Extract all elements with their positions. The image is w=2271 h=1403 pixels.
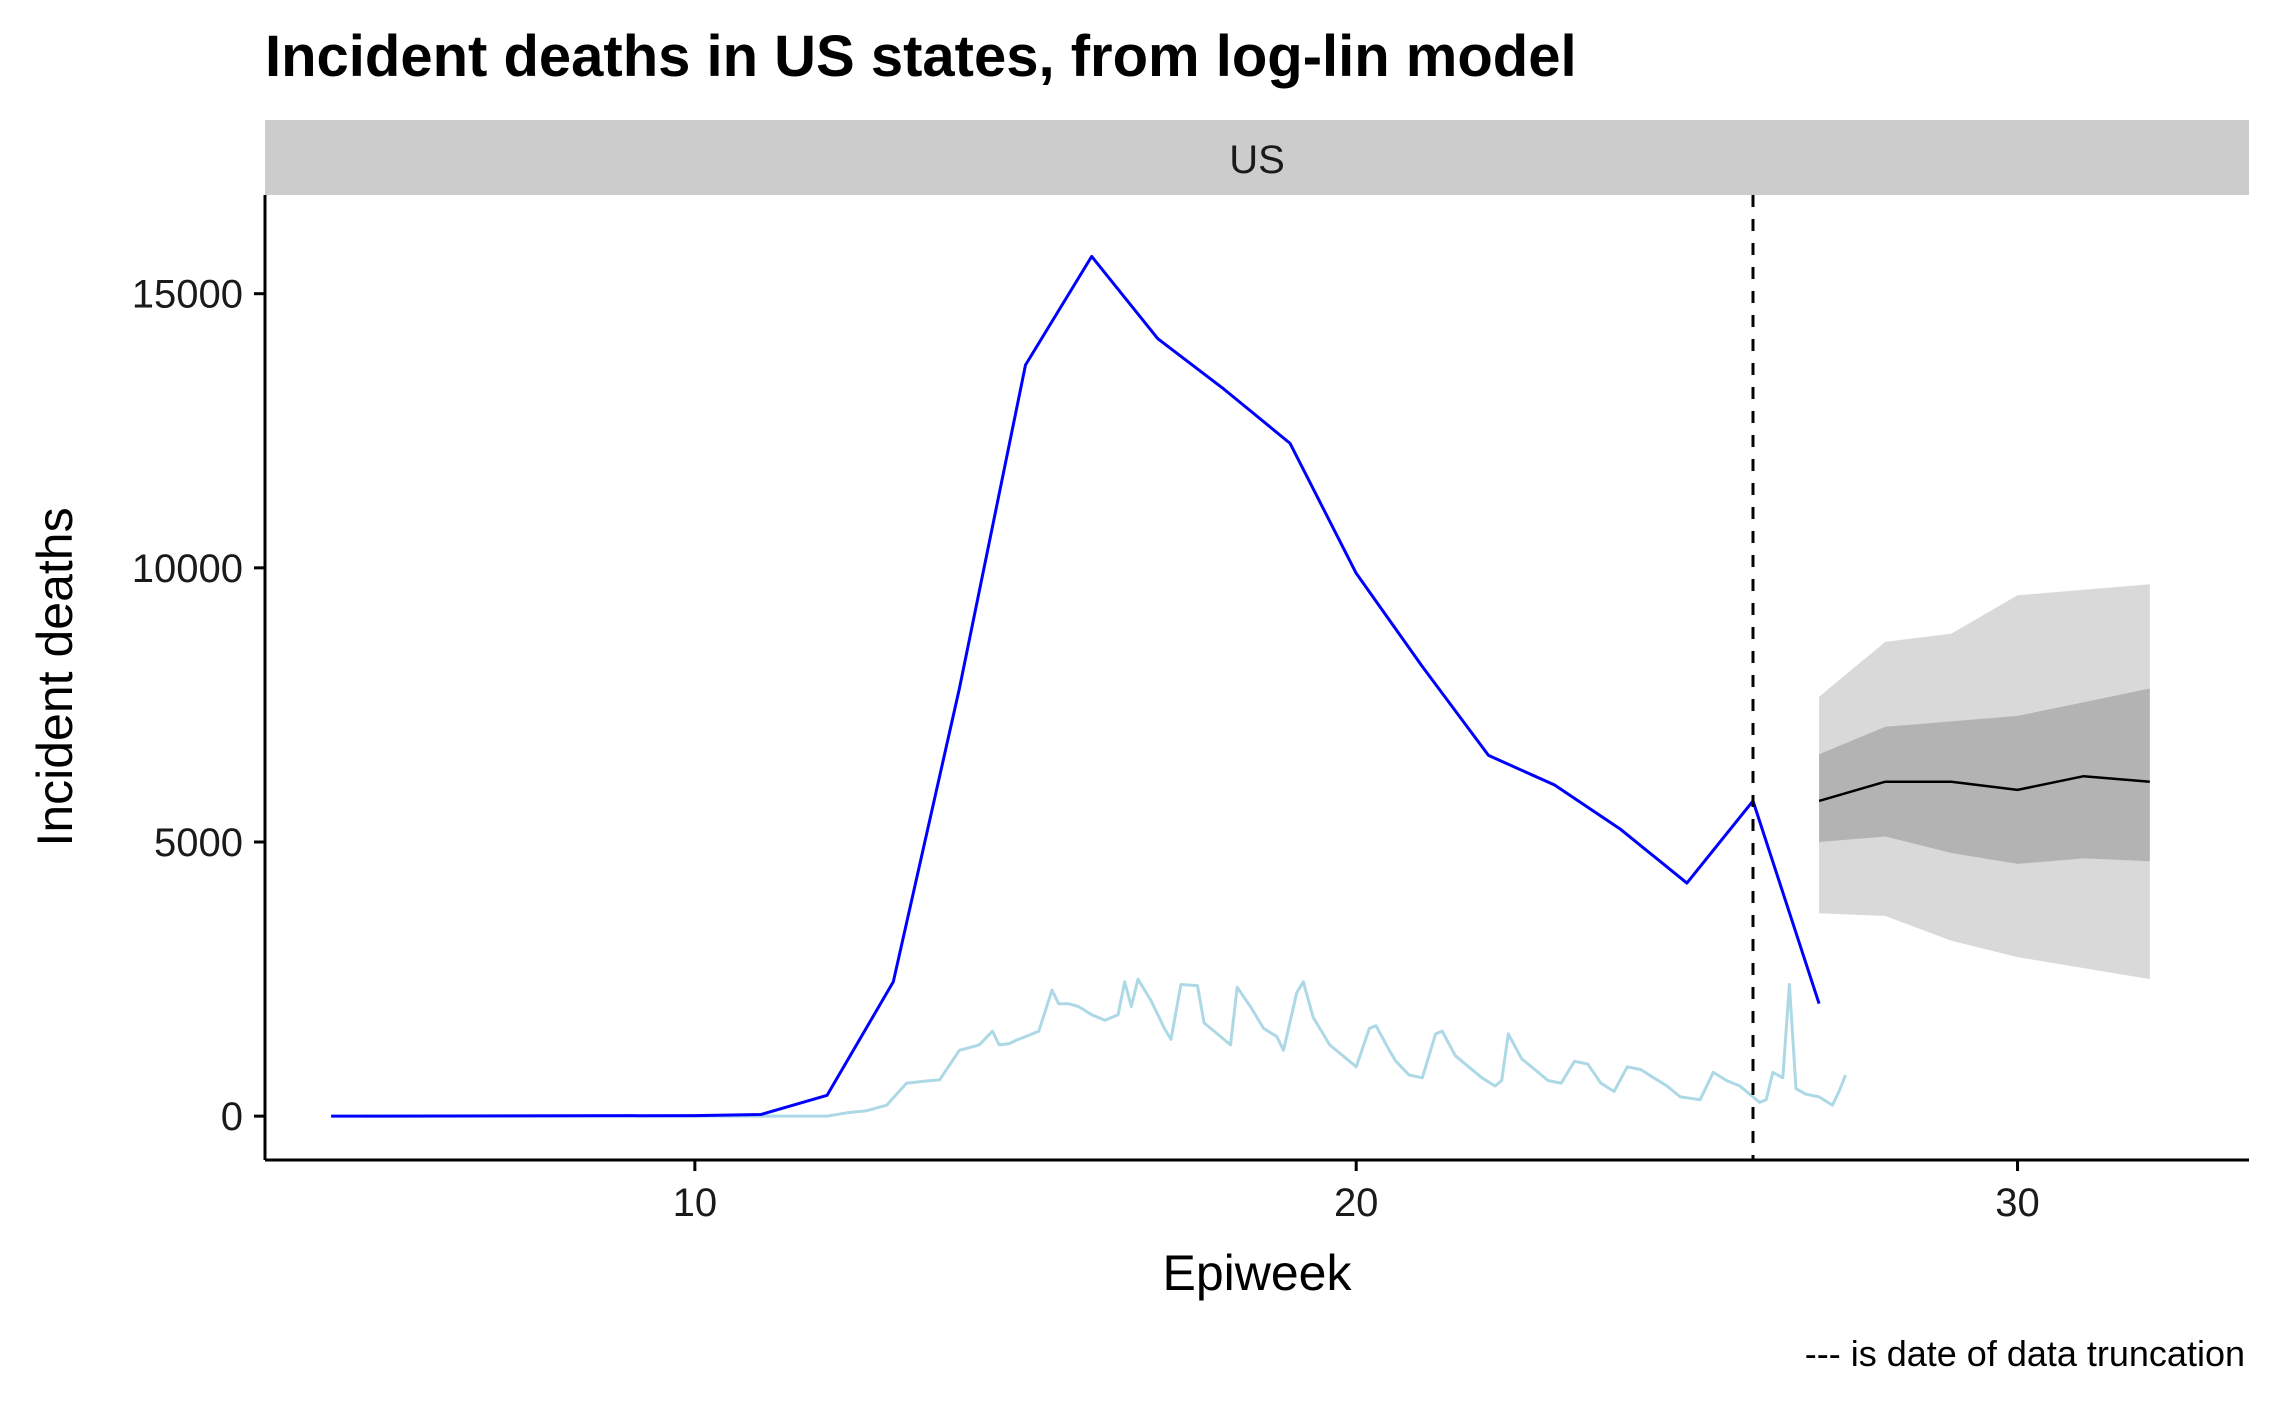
- series-lines: [331, 254, 2150, 1118]
- x-axis-ticks: 10 20 30: [673, 1160, 2040, 1225]
- x-tick-label: 30: [1995, 1181, 2040, 1225]
- series-line-weekly: [331, 254, 1821, 1118]
- y-axis-label: Incident deaths: [27, 507, 83, 846]
- y-tick-label: 10000: [132, 547, 243, 591]
- series-line-daily: [364, 977, 1847, 1118]
- x-tick-label: 10: [673, 1181, 718, 1225]
- chart-caption: --- is date of data truncation: [1805, 1333, 2245, 1374]
- series-line-forecast-median: [1818, 774, 2150, 803]
- y-axis-ticks: 0 5000 10000 15000: [132, 273, 265, 1139]
- facet-strip: [265, 120, 2249, 195]
- x-tick-label: 20: [1334, 1181, 1379, 1225]
- forecast-band-inner: [1819, 688, 2150, 864]
- x-axis-label: Epiweek: [1163, 1245, 1353, 1301]
- y-tick-label: 5000: [154, 821, 243, 865]
- forecast-bands: [1819, 584, 2150, 980]
- chart-title: Incident deaths in US states, from log-l…: [265, 24, 1577, 89]
- facet-strip-label: US: [1229, 138, 1285, 182]
- y-tick-label: 15000: [132, 273, 243, 317]
- y-tick-label: 0: [221, 1095, 243, 1139]
